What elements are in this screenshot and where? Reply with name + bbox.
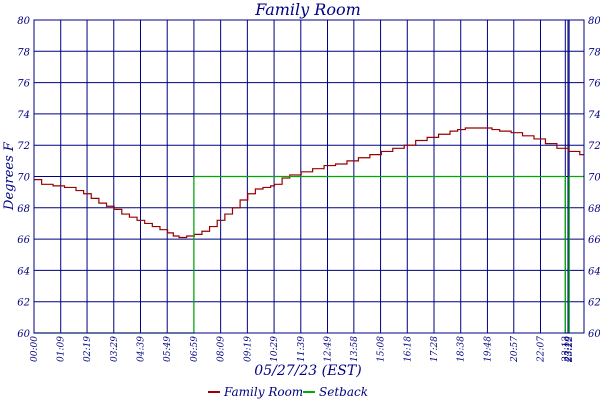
- x-tick-label: 15:08: [377, 336, 387, 362]
- y-tick-label: 66: [17, 235, 30, 246]
- y-tick-label: 64: [17, 266, 30, 277]
- y-tick-label: 60: [588, 329, 600, 340]
- series-line-family-room: [34, 127, 584, 239]
- chart-title: Family Room: [254, 0, 361, 19]
- x-tick-label: 09:19: [243, 336, 253, 362]
- y-tick-label: 60: [17, 329, 30, 340]
- y-tick-label: 80: [588, 16, 600, 27]
- x-tick-label: 04:39: [136, 336, 146, 362]
- x-tick-label: 20:57: [510, 336, 520, 363]
- y-tick-label: 74: [17, 110, 30, 121]
- legend: Family Room Setback: [208, 385, 368, 399]
- y-tick-label: 74: [588, 110, 600, 121]
- x-tick-labels: 00:00 01:09 02:19 03:29 04:39 05:49 06:59 08:09…: [30, 336, 575, 363]
- y-tick-label: 70: [17, 173, 30, 184]
- y-tick-label: 78: [17, 47, 30, 58]
- y-tick-label: 66: [588, 235, 600, 246]
- y-tick-labels-left: 60 62 64 66 68 70 72 74 76 78 80: [17, 16, 30, 340]
- y-tick-label: 64: [588, 266, 600, 277]
- x-tick-label: 13:58: [350, 336, 360, 362]
- x-tick-label: 06:59: [190, 336, 200, 362]
- y-axis-label: Degrees F: [2, 141, 17, 211]
- x-tick-label: 23:12: [561, 336, 571, 363]
- x-tick-label: 23:22: [565, 336, 575, 363]
- y-tick-label: 72: [17, 141, 30, 152]
- y-tick-label: 68: [588, 204, 600, 215]
- legend-label: Family Room: [223, 385, 303, 399]
- x-tick-label: 23:19: [564, 336, 574, 363]
- legend-label: Setback: [319, 385, 368, 399]
- x-tick-label: 00:00: [30, 336, 40, 362]
- series-line-setback: [34, 175, 584, 334]
- y-tick-label: 70: [588, 173, 600, 184]
- x-tick-label: 01:09: [57, 336, 67, 362]
- x-tick-label: 02:19: [83, 336, 93, 362]
- y-tick-label: 62: [588, 298, 600, 309]
- x-tick-label: 10:29: [270, 336, 280, 362]
- y-tick-labels-right: 60 62 64 66 68 70 72 74 76 78 80: [588, 16, 600, 340]
- plot-frame: [33, 19, 585, 334]
- y-tick-label: 62: [17, 298, 30, 309]
- x-tick-label: 16:18: [403, 336, 413, 362]
- series-layer: [34, 127, 584, 334]
- y-tick-label: 72: [588, 141, 600, 152]
- x-tick-label: 03:29: [110, 336, 120, 362]
- y-tick-label: 80: [17, 16, 30, 27]
- y-tick-label: 78: [588, 47, 600, 58]
- x-tick-label: 17:28: [430, 336, 440, 362]
- x-tick-label: 12:49: [324, 336, 334, 362]
- x-tick-label: 05:49: [163, 336, 173, 362]
- x-tick-label: 18:38: [457, 336, 467, 362]
- y-tick-label: 68: [17, 204, 30, 215]
- x-tick-label: 19:48: [483, 336, 493, 362]
- y-tick-label: 76: [17, 79, 30, 90]
- x-tick-label: 08:09: [217, 336, 227, 362]
- x-axis-label: 05/27/23 (EST): [254, 363, 361, 379]
- x-tick-label: 11:39: [297, 336, 307, 362]
- y-tick-label: 76: [588, 79, 600, 90]
- x-tick-label: 22:07: [536, 336, 546, 363]
